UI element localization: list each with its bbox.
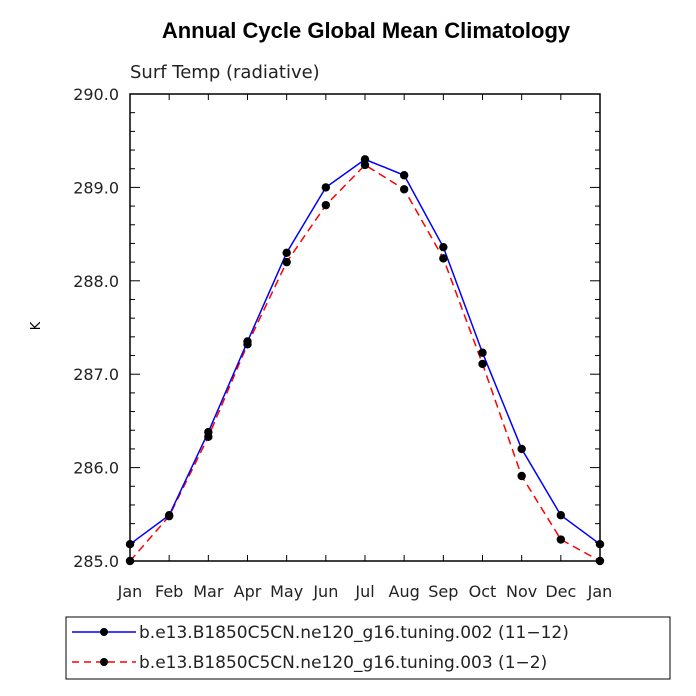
series-0-point (321, 183, 331, 192)
x-tick-label: Aug (389, 582, 420, 601)
series-0-point (243, 337, 252, 346)
series-0-point (125, 539, 135, 549)
y-tick-label: 285.0 (73, 552, 119, 571)
x-tick-label: Mar (193, 582, 224, 601)
series-line-0 (129, 158, 601, 545)
chart-subtitle: Surf Temp (radiative) (130, 62, 320, 83)
series-0-point (556, 511, 566, 520)
series-1-point (321, 200, 331, 210)
series-0-point (439, 242, 448, 252)
series-1-point (556, 535, 566, 544)
legend-box (65, 616, 671, 680)
x-tick-label: Jan (117, 582, 143, 601)
x-tick-label: Jan (587, 582, 613, 601)
x-tick-labels: Jan Feb Mar Apr May Jun Jul Aug Sep Oct Nov Dec Jan (117, 582, 613, 601)
y-tick-label: 286.0 (73, 459, 119, 478)
series-0-point (595, 539, 605, 549)
series-1-point (399, 185, 409, 194)
y-axis-label: K (29, 321, 44, 330)
y-tick-label: 289.0 (73, 178, 119, 197)
x-tick-label: Oct (469, 582, 497, 601)
y-tick-label: 290.0 (73, 85, 119, 104)
legend-entry-0: b.e13.B1850C5CN.ne120_g16.tuning.002 (11… (72, 623, 569, 643)
legend-entry-1: b.e13.B1850C5CN.ne120_g16.tuning.003 (1−… (72, 653, 547, 673)
x-tick-label: Jun (312, 582, 338, 601)
x-tick-label: Apr (234, 582, 262, 601)
x-tick-label: Sep (428, 582, 458, 601)
x-tick-label: May (270, 582, 303, 601)
series-layer (125, 155, 605, 566)
series-1-point (439, 254, 448, 263)
series-0-point (517, 444, 526, 454)
series-0-point (282, 248, 291, 257)
series-1-point (517, 471, 526, 481)
legend-marker-0 (100, 628, 108, 636)
legend-label-1: b.e13.B1850C5CN.ne120_g16.tuning.003 (1−… (139, 653, 547, 673)
y-tick-labels: 285.0 286.0 287.0 288.0 289.0 290.0 (73, 85, 119, 571)
y-tick-label: 288.0 (73, 272, 119, 291)
series-1-point (125, 556, 135, 566)
series-0-point (399, 171, 409, 180)
legend-marker-1 (100, 658, 108, 666)
series-line-1 (129, 164, 601, 562)
series-1-point (478, 359, 487, 369)
series-1-point (282, 257, 291, 267)
series-1-point (595, 556, 605, 566)
series-0-point (360, 155, 370, 164)
series-0-point (478, 348, 487, 357)
series-0-point (204, 427, 213, 437)
x-tick-label: Nov (506, 582, 537, 601)
x-tick-label: Jul (354, 582, 374, 601)
chart-title: Annual Cycle Global Mean Climatology (162, 18, 571, 43)
y-tick-label: 287.0 (73, 365, 119, 384)
legend-label-0: b.e13.B1850C5CN.ne120_g16.tuning.002 (11… (139, 623, 569, 643)
x-tick-label: Dec (545, 582, 576, 601)
axis-ticks (129, 93, 601, 562)
x-tick-label: Feb (155, 582, 183, 601)
series-0-point (164, 511, 174, 520)
